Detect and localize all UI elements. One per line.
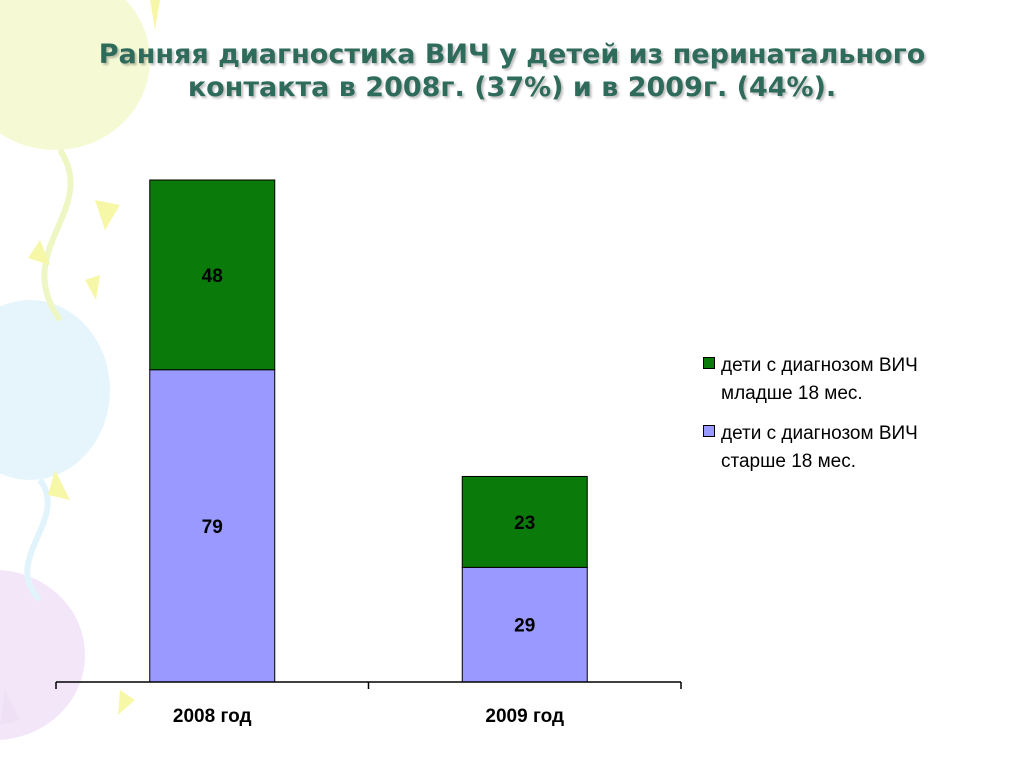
bar-segment [461, 475, 588, 568]
balloon-string [41, 148, 74, 322]
legend-item-under-18: дети с диагнозом ВИЧ младше 18 мес. [703, 352, 1003, 408]
balloon-yellow [0, 0, 150, 150]
balloon-blue [0, 300, 110, 480]
data-label: 79 [202, 517, 223, 538]
bar-segment [149, 369, 276, 683]
balloon-purple [0, 570, 85, 740]
confetti [150, 0, 160, 30]
data-label: 23 [514, 513, 535, 534]
slide-title: Ранняя диагностика ВИЧ у детей из перина… [40, 38, 984, 104]
balloon-string [24, 478, 51, 603]
legend-swatch-violet [703, 425, 715, 437]
confetti [95, 200, 120, 230]
x-tick-label: 2008 год [173, 706, 252, 727]
slide-title-line1: Ранняя диагностика ВИЧ у детей из перина… [98, 39, 926, 70]
legend-label-over-18: дети с диагнозом ВИЧ старше 18 мес. [721, 423, 918, 472]
data-label: 29 [514, 616, 535, 637]
data-label: 48 [202, 266, 223, 287]
legend-item-over-18: дети с диагнозом ВИЧ старше 18 мес. [703, 420, 1003, 476]
legend-swatch-green [703, 357, 715, 369]
confetti [0, 690, 20, 725]
bar-segment [149, 179, 276, 371]
chart-legend: дети с диагнозом ВИЧ младше 18 мес. дети… [703, 352, 1003, 488]
confetti [48, 470, 70, 500]
confetti [28, 240, 50, 265]
confetti [118, 690, 135, 715]
legend-label-under-18: дети с диагнозом ВИЧ младше 18 мес. [721, 355, 918, 404]
x-tick-label: 2009 год [485, 706, 564, 727]
confetti [85, 275, 100, 300]
slide-title-line2: контакта в 2008г. (37%) и в 2009г. (44%)… [187, 72, 837, 103]
